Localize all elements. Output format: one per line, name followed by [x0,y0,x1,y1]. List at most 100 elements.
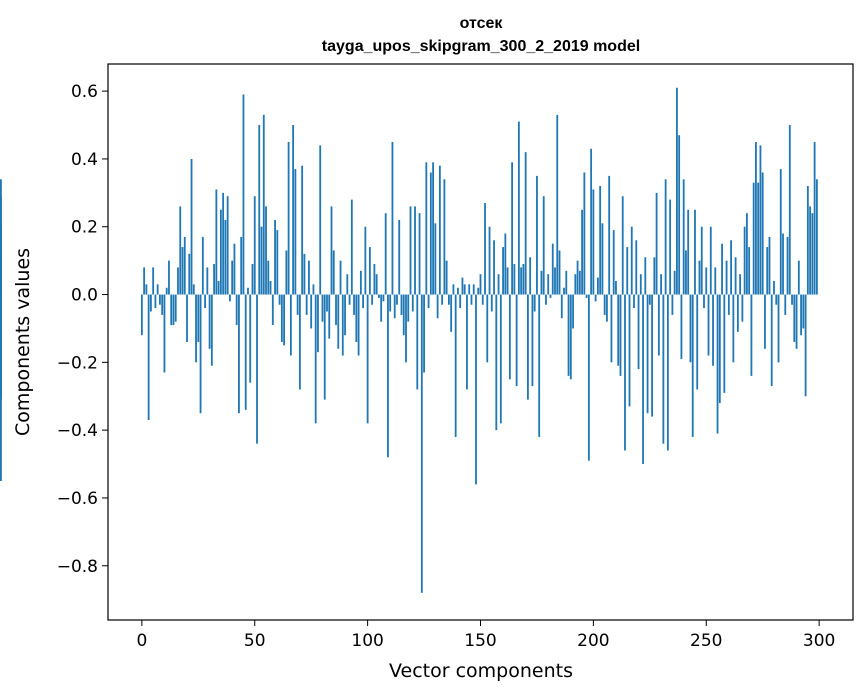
chart-subtitle: tayga_upos_skipgram_300_2_2019 model [322,38,640,55]
bar [312,284,315,295]
bar [416,294,419,390]
bar [718,294,721,404]
bar [635,240,638,295]
bar [441,294,444,305]
bar [427,294,430,309]
bar [795,294,798,349]
bar [786,236,789,295]
bar [183,236,186,295]
bar [195,294,197,363]
bar [545,294,547,305]
bar [0,294,2,481]
bar [743,226,746,295]
bar [472,284,475,295]
bar [366,294,369,424]
bar [229,294,231,302]
bar [479,274,482,295]
bar [621,196,624,295]
bar [380,294,383,322]
bar [298,294,301,390]
bar [443,179,446,295]
y-axis-label: Components values [12,248,34,436]
bar [425,162,428,295]
bar [256,294,258,444]
y-tick-label: 0.0 [71,286,98,306]
bar [0,294,2,339]
bar [691,294,694,437]
bar [723,294,726,393]
bar [782,233,784,295]
bar [806,186,809,295]
bar [393,294,396,319]
bar [470,294,473,305]
bar [511,162,514,295]
bar [506,267,509,295]
bar [186,294,188,342]
bar [499,294,502,424]
bar [811,213,814,295]
bar [504,233,507,295]
bar [414,206,416,295]
bar [301,165,304,295]
bar [265,206,267,295]
bar [177,267,179,295]
bar [215,189,218,295]
bar [432,162,434,295]
bar [574,274,577,295]
bar [572,294,574,329]
bar [466,294,468,390]
bar [172,294,175,326]
bar [748,247,751,295]
bar [714,267,717,295]
bar [741,294,744,322]
bar [716,294,719,434]
bar [287,141,290,295]
y-axis-ticks: −0.8 −0.6 −0.4 −0.2 0.0 0.2 0.4 0.6 [57,82,108,577]
bar [488,226,491,295]
bar [596,277,599,295]
bar [201,236,204,295]
bar [328,294,331,339]
bar [283,294,285,346]
bar [240,236,243,295]
bar [705,267,708,295]
bar [378,294,380,298]
bar [768,236,771,295]
bar [319,145,322,295]
bar [563,287,565,295]
bar [321,294,324,322]
bar [777,294,780,363]
bar [161,294,164,315]
bar [793,294,796,342]
bar-series [0,87,818,593]
bar [294,169,297,295]
bar [418,213,421,295]
bar [368,247,371,295]
bar [495,294,498,431]
bar [219,209,222,295]
bar [143,267,146,295]
bar [454,294,457,437]
bar [569,294,572,380]
bar [619,294,622,376]
bar [405,294,407,363]
bar [253,196,256,295]
bar [382,294,385,302]
bar [292,125,295,295]
bar [434,223,437,295]
bar [317,294,319,353]
x-axis-label: Vector components [389,660,573,682]
bar [694,209,696,295]
bar [750,294,753,376]
bar [335,294,337,326]
bar [601,223,604,295]
bar [447,294,450,305]
bar [581,209,583,295]
bar [242,94,245,295]
bar [438,165,441,295]
bar [468,284,471,295]
x-tick-label: 150 [464,631,496,651]
bar [639,274,642,295]
bar [700,226,703,295]
bar [303,253,306,295]
